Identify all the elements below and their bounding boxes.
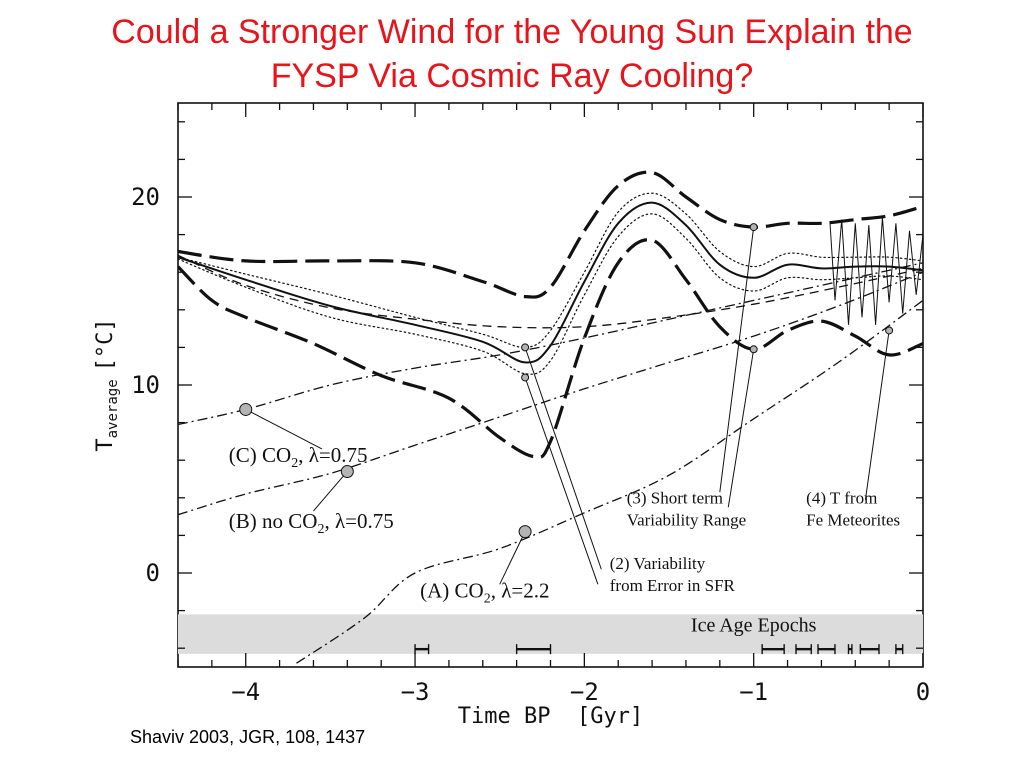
annotation-4-line: (4) T from <box>806 488 877 507</box>
data-marker <box>518 525 532 539</box>
series-line-dashdot <box>178 262 923 426</box>
axis-labels: Taverage [°C] Time BP [Gyr] <box>93 318 643 729</box>
annotation-pointer <box>719 227 755 493</box>
data-marker <box>521 373 530 382</box>
annotation-text-part: (C) CO <box>229 443 291 467</box>
y-axis-label-unit: [°C] <box>93 318 118 371</box>
slide-title-line-2: FYSP Via Cosmic Ray Cooling? <box>270 57 754 95</box>
data-marker <box>885 326 894 335</box>
annotation-3-line: Variability Range <box>627 510 746 529</box>
x-tick-label: −4 <box>231 678 260 706</box>
annotation-a: (A) CO2, λ=2.2 <box>420 578 549 606</box>
annotation-text-part: (B) no CO <box>229 509 318 533</box>
annotation-2-line: (2) Variability <box>610 554 706 573</box>
annotation-pointer <box>727 349 755 508</box>
x-tick-label: −2 <box>570 678 599 706</box>
x-tick-label: 0 <box>916 678 930 706</box>
annotation-c: (C) CO2, λ=0.75 <box>229 443 368 471</box>
annotation-pointer <box>313 471 348 512</box>
ice-age-band-label: Ice Age Epochs <box>691 614 817 636</box>
annotation-text-part: 2 <box>484 591 491 606</box>
y-tick-label: 10 <box>131 371 160 399</box>
series-line-longdash <box>178 238 923 459</box>
series-layer <box>178 170 923 664</box>
annotation-text-part: , λ=0.75 <box>324 509 393 533</box>
series-line-zigzag <box>829 217 923 325</box>
axis-ticks: −4 −3 −2 −1 0 0 10 20 <box>131 103 930 706</box>
annotation-4-line: Fe Meteorites <box>806 510 900 529</box>
annotation-layer: (C) CO2, λ=0.75(B) no CO2, λ=0.75(A) CO2… <box>229 227 900 606</box>
annotation-2-line: from Error in SFR <box>610 576 736 595</box>
x-axis-label: Time BP [Gyr] <box>458 704 643 729</box>
y-tick-label: 0 <box>146 559 160 587</box>
data-marker <box>340 464 354 478</box>
annotation-text-part: 2 <box>317 522 324 537</box>
annotation-pointer <box>864 330 890 500</box>
series-line-solid <box>178 201 923 364</box>
annotation-3-line: (3) Short term <box>627 488 723 507</box>
plot-frame <box>177 102 924 668</box>
series-line-longdash <box>178 170 923 299</box>
series-line-dashdot <box>296 299 923 664</box>
annotation-pointer <box>524 347 602 570</box>
series-line-dashdot <box>178 271 923 516</box>
x-tick-label: −3 <box>401 678 430 706</box>
marker-layer <box>239 223 894 539</box>
y-axis-label-sub: average <box>105 379 121 438</box>
series-line-dotted <box>178 213 923 375</box>
annotation-text-part: , λ=0.75 <box>298 443 367 467</box>
annotation-text-part: 2 <box>291 456 298 471</box>
annotation-b: (B) no CO2, λ=0.75 <box>229 509 394 537</box>
x-tick-label: −1 <box>739 678 768 706</box>
slide-title-line-1: Could a Stronger Wind for the Young Sun … <box>111 13 913 51</box>
y-axis-label-main: T <box>93 438 118 451</box>
series-line-dashed <box>178 254 923 329</box>
annotation-pointer <box>499 531 526 585</box>
annotation-text-part: (A) CO <box>420 578 484 602</box>
data-marker <box>749 345 758 354</box>
annotation-pointer <box>524 377 599 585</box>
y-tick-label: 20 <box>131 183 160 211</box>
series-line-dotted <box>178 192 923 349</box>
data-marker <box>749 223 758 232</box>
annotation-text-part: , λ=2.2 <box>491 578 550 602</box>
data-marker <box>521 343 530 352</box>
citation: Shaviv 2003, JGR, 108, 1437 <box>130 727 366 747</box>
y-axis-label: Taverage [°C] <box>93 318 121 451</box>
slide-title: Could a Stronger Wind for the Young Sun … <box>0 10 1024 98</box>
ice-age-band-layer: Ice Age Epochs <box>178 614 923 655</box>
data-marker <box>239 402 253 416</box>
annotation-pointer <box>245 408 323 450</box>
